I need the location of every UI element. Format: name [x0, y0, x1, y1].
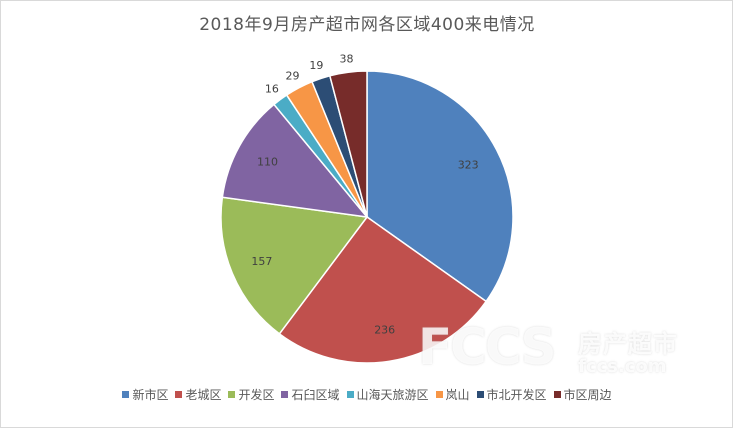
legend-item: 市北开发区	[476, 386, 547, 403]
data-label: 157	[251, 255, 272, 268]
legend-item: 市区周边	[553, 386, 612, 403]
legend-swatch	[435, 391, 443, 398]
pie-slice	[366, 70, 514, 303]
legend-swatch	[281, 391, 289, 398]
chart-legend: 新市区 老城区 开发区 石臼区域 山海天旅游区 岚山 市北开发区 市区周边	[0, 386, 734, 403]
legend-item: 石臼区域	[281, 386, 340, 403]
legend-swatch	[346, 391, 354, 398]
pie-data-labels: 323 236 157 110 16 29 19 38	[251, 52, 478, 336]
legend-swatch	[175, 391, 183, 398]
legend-label: 石臼区域	[291, 388, 340, 402]
watermark-name: 房产超市	[578, 330, 678, 358]
pie-slices	[220, 70, 514, 364]
legend-swatch	[476, 391, 484, 398]
legend-label: 开发区	[238, 388, 275, 402]
legend-item: 开发区	[228, 386, 274, 403]
watermark: FCCS 房产超市 fccs.com	[418, 318, 718, 388]
data-label: 323	[458, 159, 479, 172]
legend-item: 岚山	[435, 386, 470, 403]
legend-label: 新市区	[132, 388, 169, 402]
watermark-logo: FCCS	[418, 318, 556, 376]
data-label: 19	[309, 59, 323, 72]
legend-swatch	[228, 391, 236, 398]
pie-slice	[328, 70, 368, 218]
legend-label: 岚山	[445, 388, 470, 402]
legend-label: 市区周边	[563, 388, 612, 402]
data-label: 38	[340, 52, 354, 65]
data-label: 236	[374, 324, 395, 337]
legend-label: 老城区	[185, 388, 222, 402]
data-label: 110	[257, 156, 278, 169]
legend-label: 山海天旅游区	[356, 388, 429, 402]
legend-item: 新市区	[122, 386, 168, 403]
legend-item: 山海天旅游区	[346, 386, 429, 403]
watermark-url: fccs.com	[578, 356, 667, 377]
legend-swatch	[553, 391, 561, 398]
pie-slice	[278, 215, 488, 364]
pie-slice	[220, 196, 369, 335]
legend-item: 老城区	[175, 386, 221, 403]
chart-title: 2018年9月房产超市网各区域400来电情况	[199, 15, 535, 35]
legend-label: 市北开发区	[486, 388, 547, 402]
legend-swatch	[122, 391, 130, 398]
pie-slice	[221, 103, 369, 219]
data-label: 16	[265, 82, 279, 95]
data-label: 29	[286, 69, 300, 82]
